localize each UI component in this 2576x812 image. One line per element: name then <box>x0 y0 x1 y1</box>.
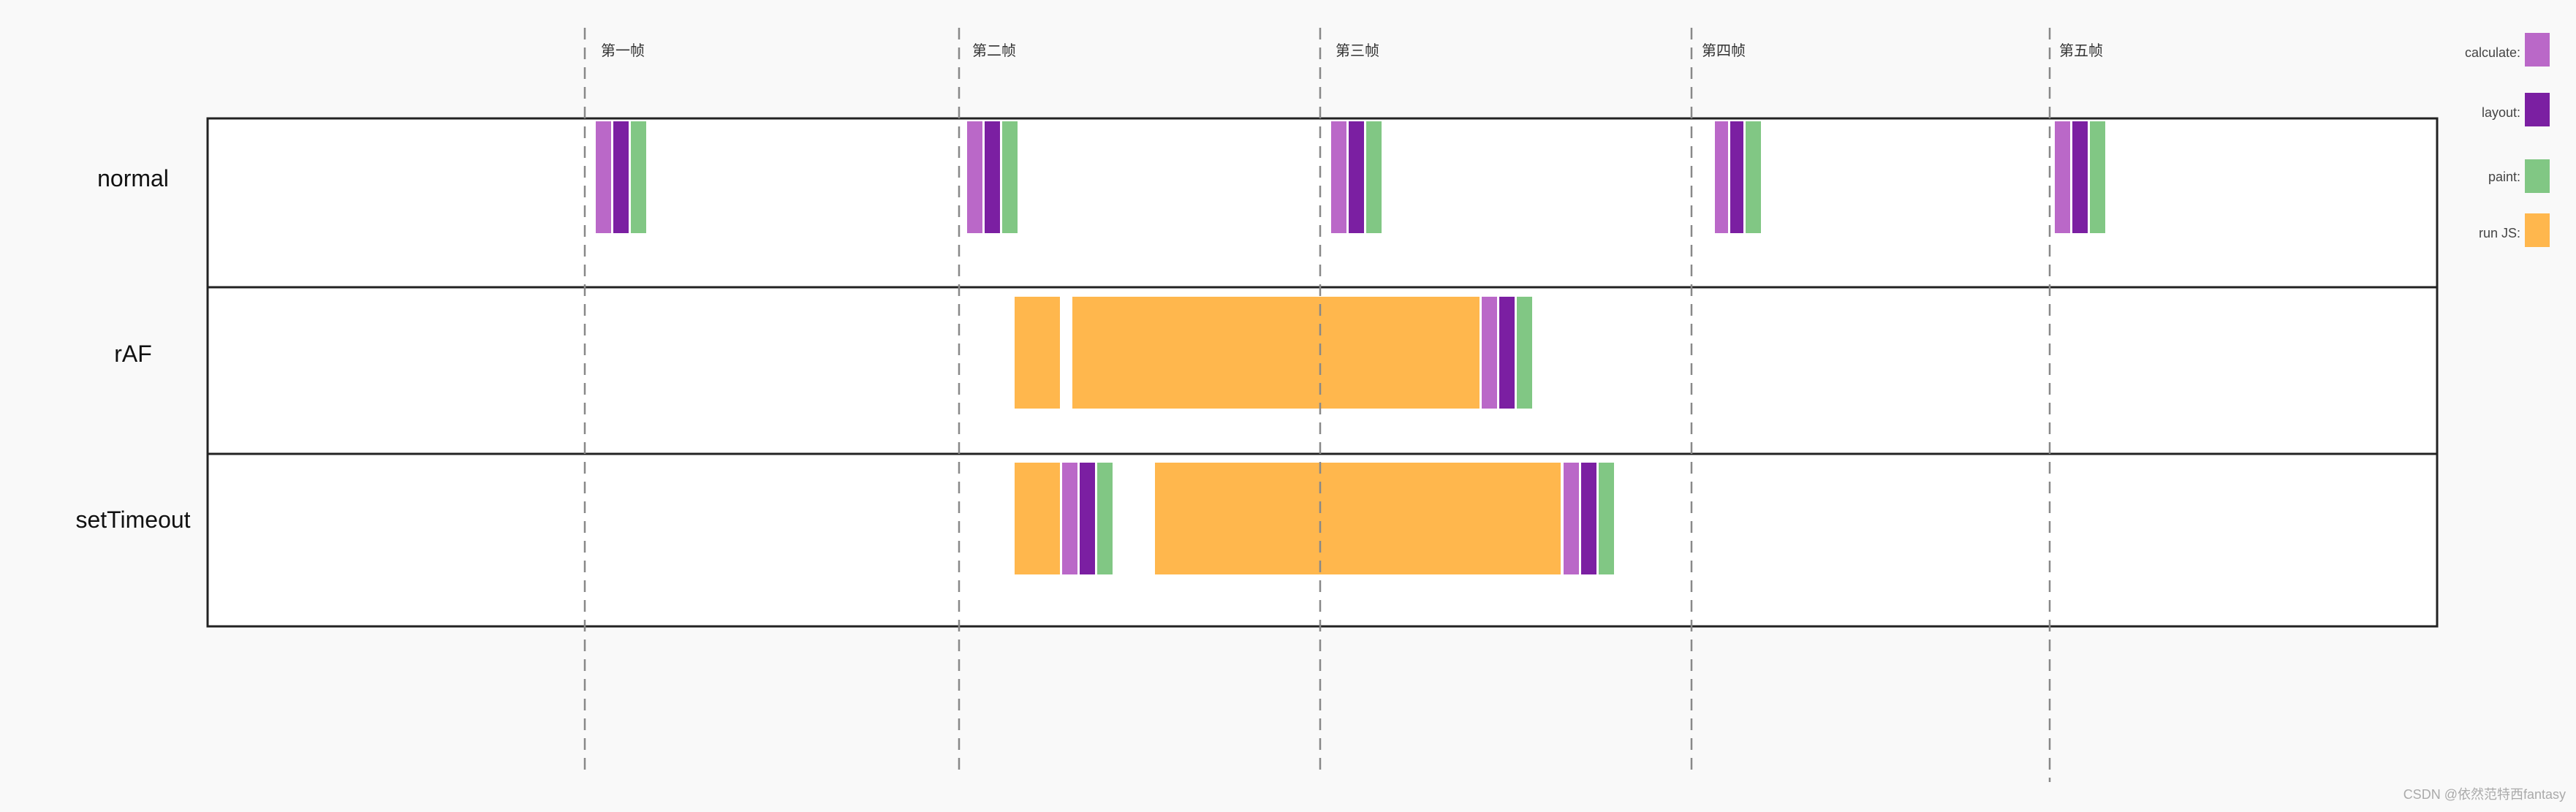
frame-label-4: 第四帧 <box>1702 42 1746 59</box>
raf-calculate-block <box>1482 297 1497 409</box>
row-label-raf: rAF <box>114 341 152 367</box>
normal-f2-calculate-block <box>967 121 982 233</box>
normal-f4-layout-block <box>1730 121 1743 233</box>
raf-paint-block <box>1517 297 1532 409</box>
swatch-paint <box>2525 159 2550 193</box>
raf-layout-block <box>1499 297 1515 409</box>
frame-label-5: 第五帧 <box>2059 42 2103 59</box>
raf-runjs-block-1 <box>1015 297 1060 409</box>
settimeout-runjs-block-2 <box>1155 463 1561 574</box>
normal-f5-paint-block <box>2090 121 2105 233</box>
normal-f3-paint-block <box>1366 121 1382 233</box>
normal-f2-paint-block <box>1002 121 1018 233</box>
legend-label-runjs: run JS: <box>2479 226 2520 240</box>
settimeout-calculate-block-2 <box>1564 463 1579 574</box>
normal-f5-calculate-block <box>2055 121 2070 233</box>
settimeout-paint-block-2 <box>1599 463 1614 574</box>
row-label-normal: normal <box>97 165 169 191</box>
swatch-calculate <box>2525 33 2550 67</box>
legend-label-layout: layout: <box>2482 105 2520 120</box>
normal-f4-paint-block <box>1746 121 1761 233</box>
watermark: CSDN @依然范特西fantasy <box>2403 787 2566 802</box>
legend-label-calculate: calculate: <box>2465 45 2520 60</box>
normal-f3-layout-block <box>1349 121 1364 233</box>
settimeout-paint-block-1 <box>1097 463 1113 574</box>
settimeout-layout-block-1 <box>1080 463 1095 574</box>
legend: calculate: layout: paint: run JS: <box>2465 33 2550 247</box>
normal-f1-paint-block <box>631 121 646 233</box>
settimeout-calculate-block-1 <box>1062 463 1077 574</box>
swatch-runjs <box>2525 213 2550 247</box>
frame-label-3: 第三帧 <box>1336 42 1379 59</box>
legend-label-paint: paint: <box>2488 170 2520 184</box>
frame-label-1: 第一帧 <box>601 42 645 59</box>
settimeout-runjs-block-1 <box>1015 463 1060 574</box>
swatch-layout <box>2525 93 2550 126</box>
normal-f5-layout-block <box>2072 121 2088 233</box>
normal-f4-calculate-block <box>1715 121 1728 233</box>
settimeout-layout-block-2 <box>1581 463 1596 574</box>
normal-f3-calculate-block <box>1331 121 1346 233</box>
normal-f1-layout-block <box>613 121 629 233</box>
row-label-settimeout: setTimeout <box>75 506 190 533</box>
raf-runjs-block-2 <box>1072 297 1480 409</box>
normal-f1-calculate-block <box>596 121 611 233</box>
normal-f2-layout-block <box>985 121 1000 233</box>
frame-label-2: 第二帧 <box>972 42 1016 59</box>
